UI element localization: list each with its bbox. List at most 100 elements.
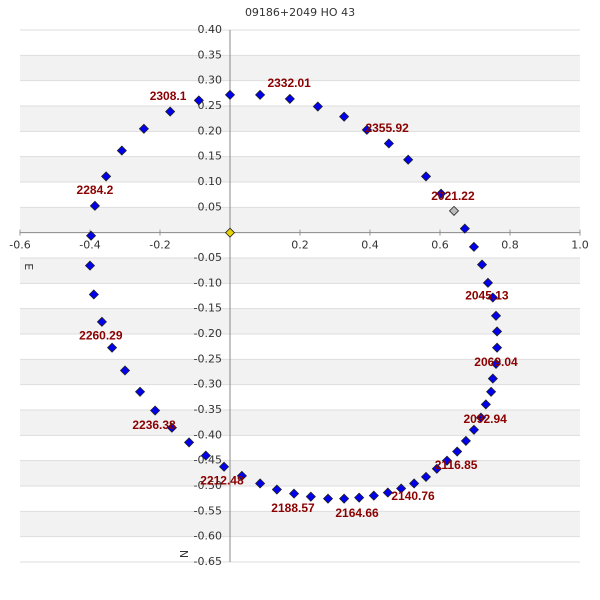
- x-tick-label: -0.4: [79, 239, 100, 252]
- band: [20, 308, 580, 334]
- point: [487, 373, 498, 384]
- point: [420, 171, 432, 182]
- annotation: 2045.13: [465, 289, 509, 303]
- y-tick-label: -0.45: [194, 454, 222, 467]
- y-tick-label: -0.40: [194, 428, 222, 441]
- band: [20, 410, 580, 436]
- annotation: 2355.92: [365, 121, 409, 135]
- point: [435, 188, 447, 199]
- y-tick-label: -0.15: [194, 302, 222, 315]
- point: [420, 471, 432, 482]
- annotation: 2092.94: [463, 412, 507, 426]
- x-tick-label: 0.8: [501, 239, 519, 252]
- x-tick-label: 0.4: [361, 239, 379, 252]
- highlight-point: [448, 205, 460, 216]
- point: [409, 478, 420, 489]
- y-tick-label: -0.65: [194, 555, 222, 568]
- point: [116, 145, 127, 156]
- point: [84, 260, 96, 271]
- point: [85, 230, 97, 241]
- y-tick-label: -0.05: [194, 251, 222, 264]
- band: [20, 106, 580, 132]
- band: [20, 156, 580, 182]
- y-tick-label: 0.15: [198, 150, 223, 163]
- y-tick-label: -0.20: [194, 327, 222, 340]
- y-tick-label: -0.50: [194, 479, 222, 492]
- point: [382, 487, 393, 498]
- chart-title: 09186+2049 HO 43: [245, 6, 355, 19]
- point: [476, 259, 488, 270]
- point: [459, 223, 470, 234]
- annotation: 2188.57: [271, 501, 315, 515]
- point: [193, 95, 204, 106]
- point: [284, 93, 295, 104]
- y-tick-label: -0.35: [194, 403, 222, 416]
- point: [487, 292, 498, 303]
- point: [490, 358, 502, 369]
- point: [119, 365, 131, 376]
- y-tick-label: 0.05: [198, 200, 223, 213]
- point: [480, 399, 491, 410]
- point: [165, 106, 176, 117]
- point: [271, 484, 282, 495]
- point: [403, 154, 414, 165]
- point: [490, 310, 502, 321]
- y-tick-label: 0.35: [198, 48, 223, 61]
- annotation: 2116.85: [435, 458, 478, 472]
- point: [361, 124, 372, 135]
- y-tick-label: 0.30: [198, 74, 223, 87]
- x-tick-label: 0.6: [431, 239, 449, 252]
- point: [312, 101, 323, 112]
- point: [460, 435, 471, 446]
- point: [106, 342, 118, 353]
- point: [452, 446, 463, 457]
- x-tick-label: -0.6: [9, 239, 30, 252]
- point: [236, 470, 247, 481]
- point: [486, 386, 497, 397]
- point: [482, 277, 494, 288]
- x-tick-label: 0.2: [291, 239, 309, 252]
- point: [431, 463, 442, 474]
- y-tick-label: 0.40: [198, 23, 223, 36]
- point: [88, 289, 99, 300]
- point: [354, 492, 365, 503]
- point: [134, 386, 146, 397]
- y-tick-label: 0.20: [198, 124, 223, 137]
- band: [20, 359, 580, 385]
- point: [305, 491, 316, 502]
- point: [96, 316, 107, 327]
- annotation: 2260.29: [79, 329, 123, 343]
- y-tick-label: -0.30: [194, 378, 222, 391]
- point: [322, 493, 334, 504]
- annotation: 2284.2: [77, 183, 114, 197]
- point: [150, 405, 161, 416]
- annotation: 2236.38: [132, 418, 176, 432]
- point: [339, 493, 350, 504]
- annotation: 2140.76: [391, 489, 435, 503]
- point: [339, 111, 350, 122]
- x-tick-label: -0.2: [149, 239, 170, 252]
- annotation: 2308.1: [150, 89, 187, 103]
- y-axis-label: N: [177, 550, 190, 558]
- annotation: 2021.22: [431, 189, 475, 203]
- annotation: 2069.04: [474, 355, 518, 369]
- point: [138, 123, 149, 134]
- point: [224, 89, 236, 100]
- band: [20, 207, 580, 233]
- point: [89, 200, 100, 211]
- y-tick-label: 0.25: [198, 99, 223, 112]
- point: [101, 171, 112, 182]
- band: [20, 258, 580, 284]
- point: [383, 138, 394, 149]
- point: [468, 241, 480, 252]
- point: [255, 478, 266, 489]
- annotation: 2212.48: [200, 474, 244, 488]
- point: [491, 342, 503, 353]
- point: [441, 455, 453, 466]
- y-tick-label: -0.60: [194, 530, 222, 543]
- x-axis-label: E: [22, 263, 35, 270]
- point: [368, 490, 379, 501]
- annotation: 2164.66: [335, 506, 379, 520]
